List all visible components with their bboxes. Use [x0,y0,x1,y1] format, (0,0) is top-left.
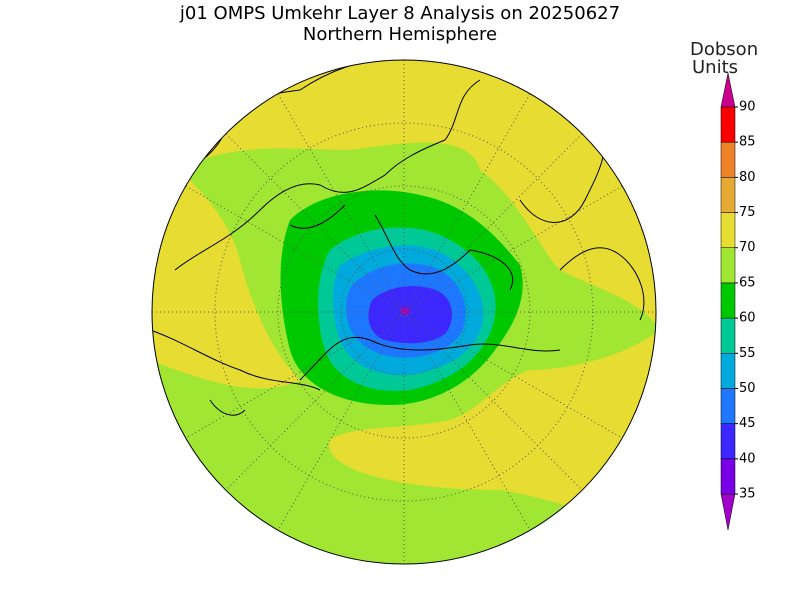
colorbar-extend-high [720,72,736,108]
colorbar-band [720,247,736,284]
colorbar: 35 40 45 50 55 60 65 70 75 80 85 90 [720,72,756,531]
map [152,60,656,564]
colorbar-band [720,282,736,319]
colorbar-tick-label: 65 [739,275,756,290]
colorbar-tick-label: 75 [739,205,756,220]
colorbar-tick-label: 60 [739,311,756,326]
subtitle: Northern Hemisphere [303,24,497,45]
colorbar-tick-label: 80 [739,170,756,185]
colorbar-band [720,317,736,354]
contour-40-45 [368,286,452,344]
colorbar-band [720,106,736,143]
colorbar-band [720,141,736,178]
map-border [151,59,657,565]
colorbar-tick-label: 55 [739,346,756,361]
colorbar-tick-label: 35 [739,487,756,502]
colorbar-tick-label: 85 [739,135,756,150]
graticule [152,60,656,564]
colorbar-extend-low [720,493,736,531]
colorbar-band [720,388,736,424]
colorbar-tick-label: 90 [739,100,756,115]
colorbar-band [720,212,736,248]
colorbar-tick-label: 70 [739,240,756,255]
colorbar-title: Units [692,57,738,78]
colorbar-tick-label: 40 [739,451,756,466]
colorbar-band [720,353,736,389]
colorbar-tick-label: 50 [739,381,756,396]
colorbar-title: Dobson [690,39,758,60]
colorbar-band [720,423,736,460]
colorbar-tick-label: 45 [739,416,756,431]
contour-35-40 [400,307,410,315]
colorbar-band [720,177,736,213]
colorbar-band [720,458,736,495]
title: j01 OMPS Umkehr Layer 8 Analysis on 2025… [179,3,620,24]
